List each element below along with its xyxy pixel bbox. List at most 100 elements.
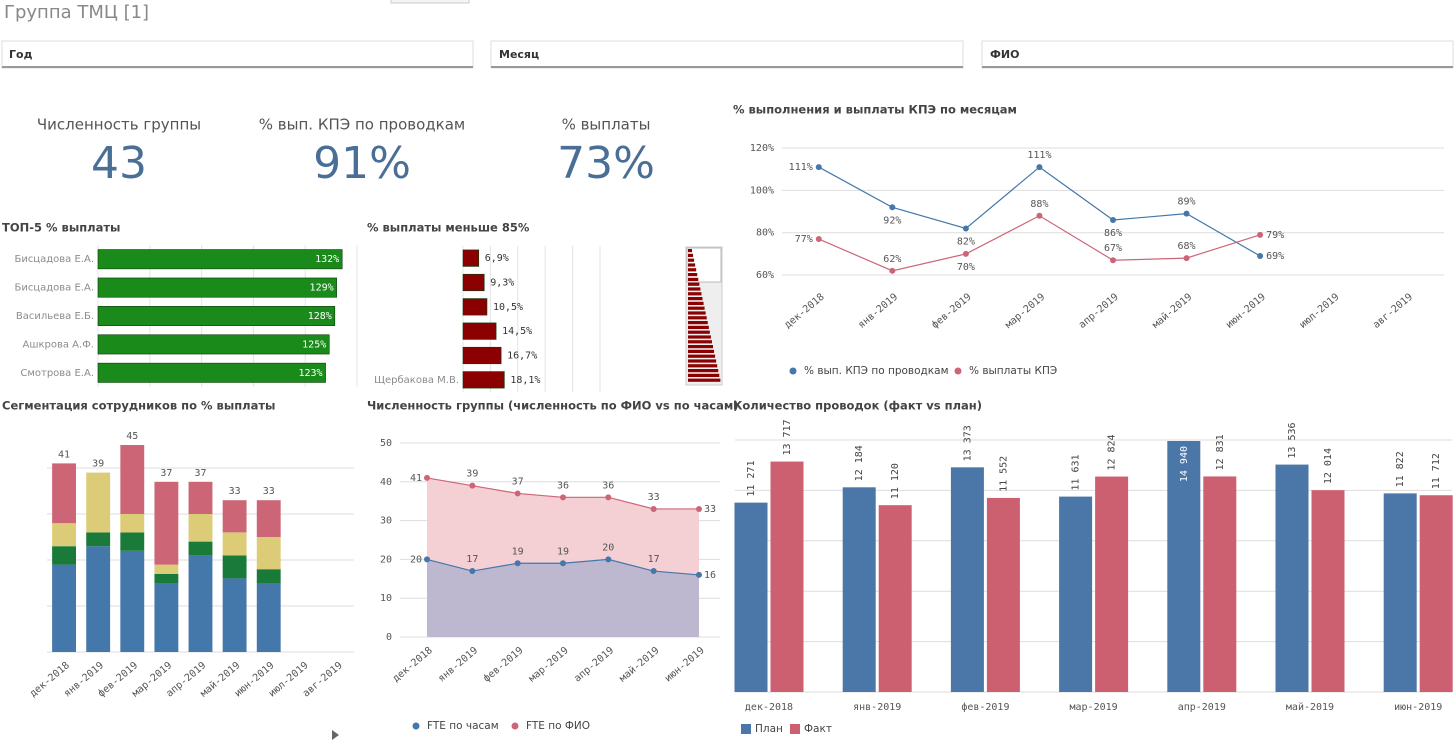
x-tick-label: авг-2019 <box>1371 292 1415 331</box>
bar-segment <box>120 445 145 514</box>
data-label: 12 014 <box>1323 448 1334 484</box>
bar <box>1167 441 1201 692</box>
data-label: 62% <box>883 254 901 265</box>
bar-segment <box>188 514 213 542</box>
category-label: Щербакова М.В. <box>374 375 459 386</box>
data-label: 111% <box>789 162 813 173</box>
data-label: 11 712 <box>1431 453 1442 489</box>
x-tick-label: янв-2019 <box>436 645 480 684</box>
legend-label: FTE по часам <box>427 720 499 732</box>
overview-bar <box>688 249 692 253</box>
legend-swatch <box>790 724 800 734</box>
bar-segment <box>188 481 213 514</box>
bar-segment <box>154 481 179 565</box>
filter-box[interactable] <box>1 40 474 69</box>
point <box>695 571 702 578</box>
overview-bar <box>688 287 701 291</box>
overview-bar <box>688 277 699 281</box>
bar-segment <box>256 569 281 583</box>
total-label: 41 <box>58 449 70 460</box>
point <box>962 225 969 232</box>
bar <box>734 502 768 692</box>
x-tick-label: мар-2019 <box>1003 292 1047 331</box>
filters: Год Месяц ФИО <box>1 40 1454 69</box>
chart-title: Численность группы (численность по ФИО v… <box>367 399 739 413</box>
data-label: 20 <box>602 542 614 553</box>
total-label: 37 <box>160 468 172 479</box>
data-label: 68% <box>1178 241 1196 252</box>
data-label: 11 271 <box>746 461 757 497</box>
data-label: 19 <box>557 546 569 557</box>
data-label: 82% <box>957 236 975 247</box>
bar <box>462 273 485 292</box>
category-label: Бисцадова Е.А. <box>14 283 94 294</box>
overview-bar <box>688 301 704 305</box>
bar <box>462 371 505 389</box>
data-label: 111% <box>1027 150 1051 161</box>
bar-segment <box>52 523 76 547</box>
category-label: Ашкрова А.Ф. <box>22 339 94 350</box>
data-label: 33 <box>704 504 716 515</box>
bar-segment <box>222 500 247 533</box>
legend-label: FTE по ФИО <box>526 720 590 732</box>
kpi-label: Численность группы <box>37 116 201 134</box>
bar-segment <box>188 541 213 556</box>
bar <box>878 505 912 692</box>
bar-segment <box>256 583 281 652</box>
filter-label: Год <box>9 48 33 61</box>
filter-label: Месяц <box>499 48 539 61</box>
legend-swatch <box>789 367 797 375</box>
toolbar-button[interactable] <box>390 0 470 4</box>
point <box>424 556 430 563</box>
y-tick-label: 30 <box>380 516 392 527</box>
overview-bar <box>688 378 721 382</box>
x-tick-label: фев-2019 <box>961 701 1009 713</box>
x-tick-label: июн-2019 <box>1394 702 1442 713</box>
x-tick-label: апр-2019 <box>1077 292 1121 331</box>
overview-bar <box>688 297 703 301</box>
bar-segment <box>154 583 179 652</box>
bar-segment <box>120 514 145 533</box>
bar <box>462 322 497 340</box>
filter-box[interactable] <box>490 40 964 69</box>
data-label: 123% <box>298 368 322 379</box>
overview-bar <box>688 359 717 363</box>
point <box>962 250 969 257</box>
y-tick-label: 20 <box>380 554 392 565</box>
overview-bar <box>688 330 710 334</box>
bar <box>97 277 337 298</box>
point <box>650 568 657 575</box>
y-tick-label: 120% <box>750 143 774 154</box>
x-tick-label: июн-2019 <box>663 645 707 684</box>
point <box>605 494 612 501</box>
data-label: 16 <box>704 570 716 581</box>
data-label: 33 <box>648 492 660 503</box>
x-tick-label: май-2019 <box>1150 291 1195 331</box>
bar <box>986 497 1020 692</box>
bar-segment <box>52 463 76 524</box>
bar-segment <box>154 573 179 583</box>
data-label: 13 536 <box>1287 422 1298 458</box>
filter-box[interactable] <box>981 40 1454 69</box>
data-label: 19 <box>512 546 524 557</box>
scroll-overview[interactable] <box>685 246 723 386</box>
filter-label: ФИО <box>990 48 1019 61</box>
data-label: 125% <box>302 339 326 350</box>
legend-label: % вып. КПЭ по проводкам <box>804 365 949 377</box>
kpi-value: 73% <box>557 138 655 189</box>
data-label: 17 <box>466 554 478 565</box>
chart-title: % выплаты меньше 85% <box>367 221 530 235</box>
data-label: 88% <box>1030 199 1048 210</box>
bar <box>462 249 480 267</box>
point <box>1257 252 1264 259</box>
chart-title: % выполнения и выплаты КПЭ по месяцам <box>733 103 1017 117</box>
scroll-arrow[interactable] <box>332 730 339 740</box>
data-label: 79% <box>1266 230 1284 241</box>
bar <box>97 334 330 355</box>
bar-segment <box>86 546 111 652</box>
data-label: 69% <box>1266 251 1284 262</box>
data-label: 77% <box>795 234 813 245</box>
data-label: 10,5% <box>493 302 523 313</box>
legend-swatch <box>511 722 519 730</box>
